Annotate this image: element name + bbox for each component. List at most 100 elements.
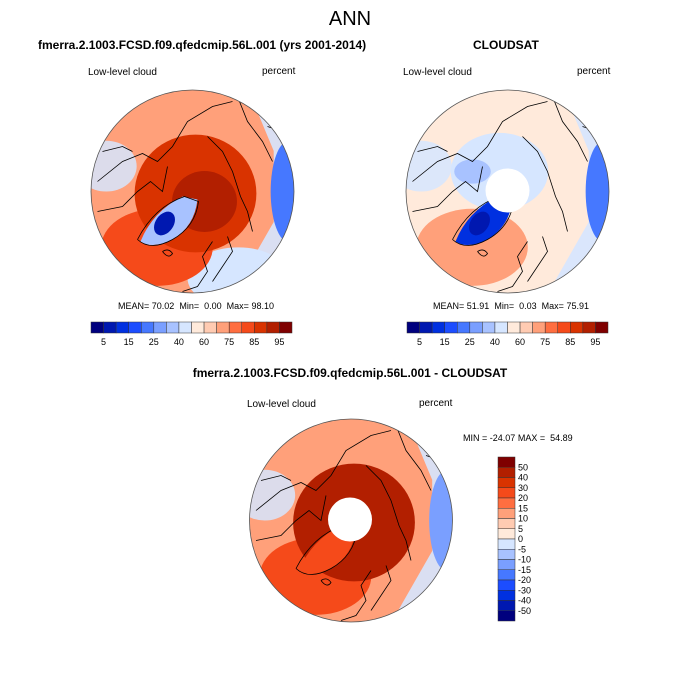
colorbar-tick-label: 10 (518, 514, 528, 524)
colorbar-tick-label: -50 (518, 606, 531, 616)
colorbar-box (153, 321, 167, 334)
max-value: 98.10 (251, 301, 274, 311)
colorbar-box (406, 321, 420, 334)
colorbar-tick-label: 15 (518, 503, 528, 513)
colorbar-tick-label: 40 (518, 473, 528, 483)
coastline-segment (552, 96, 588, 162)
canada-arctic-region (454, 159, 491, 184)
colorbar-box (419, 321, 433, 334)
colorbar-tick-label: 25 (149, 337, 159, 347)
colorbar-box (497, 569, 516, 581)
mean-value: 51.91 (466, 301, 490, 311)
panel-1-title: fmerra.2.1003.FCSD.f09.qfedcmip.56L.001 … (38, 38, 367, 52)
polar-map-3 (249, 418, 453, 623)
colorbar-tick-label: -5 (518, 544, 526, 554)
coastline-segment (237, 96, 273, 162)
colorbar-tick-label: -40 (518, 596, 531, 606)
max-label: Max= (541, 301, 564, 311)
mean-label: MEAN= (433, 301, 465, 311)
colorbar-tick-label: 85 (249, 337, 259, 347)
greenland-minimum (469, 211, 490, 236)
panel-2-variable-label: Low-level cloud (403, 67, 472, 78)
western-edge-region (91, 140, 137, 192)
colorbar-box (141, 321, 155, 334)
coastline-segment (395, 425, 432, 491)
coastlines (97, 96, 283, 292)
min-label: Min= (494, 301, 515, 311)
colorbar-tick-label: 75 (540, 337, 550, 347)
colorbar-tick-label: 85 (565, 337, 575, 347)
coastline-segment (417, 146, 448, 152)
colorbar-tick-label: 20 (518, 493, 528, 503)
colorbar-box (497, 528, 516, 540)
max-value: 54.89 (550, 433, 573, 443)
edge-minimum-region (585, 140, 609, 243)
colorbar-tick-label: 15 (124, 337, 134, 347)
colorbar-tick-label: -30 (518, 585, 531, 595)
mean-value: 70.02 (151, 301, 175, 311)
panel-1-variable-label: Low-level cloud (88, 67, 157, 78)
pole-hole-missing-data (485, 168, 530, 213)
colorbar-box (497, 508, 516, 519)
panel-3-stats: MIN = -24.07 MAX = 54.89 (463, 433, 573, 443)
panel-3-title: fmerra.2.1003.FCSD.f09.qfedcmip.56L.001 … (192, 366, 508, 380)
colorbar-tick-label: 15 (440, 337, 450, 347)
colorbar-box (507, 321, 521, 334)
colorbar-tick-label: 30 (518, 483, 528, 493)
western-edge-region (406, 140, 452, 192)
edge-minimum-region (429, 469, 453, 572)
coastlines (412, 96, 598, 292)
polar-map-1 (90, 89, 295, 294)
colorbar-box (254, 321, 268, 334)
coastline-segment (255, 430, 392, 511)
coastline-segment (365, 465, 412, 561)
max-value: 75.91 (566, 301, 589, 311)
coastline-segment (497, 241, 528, 292)
colorbar-box (128, 321, 142, 334)
coastline-segment (295, 525, 358, 575)
panel-1-units-label: percent (262, 66, 296, 77)
coastline-segment (340, 570, 372, 621)
edge-minimum-region (270, 140, 294, 243)
coastline-segment (102, 146, 133, 152)
colorbar-box (166, 321, 180, 334)
colorbar-tick-label: -15 (518, 565, 531, 575)
min-label: Min= (179, 301, 200, 311)
colorbar-box (203, 321, 217, 334)
colorbar-box (497, 579, 516, 591)
colorbar-box (191, 321, 205, 334)
colorbar-box (497, 600, 516, 611)
colorbar-box (279, 321, 293, 334)
min-value: -24.07 (489, 433, 516, 443)
colorbar-box (497, 467, 516, 478)
colorbar-box (519, 321, 533, 334)
colorbar-box (497, 559, 516, 570)
max-label: MAX = (517, 433, 546, 443)
colorbar-tick-label: 75 (224, 337, 234, 347)
colorbar-box (582, 321, 596, 334)
western-edge-region (249, 469, 296, 521)
panel-3-units-label: percent (419, 398, 453, 409)
colorbar-box (457, 321, 471, 334)
colorbar-tick-label: 95 (274, 337, 284, 347)
panel-1-stats: MEAN= 70.02 Min= 0.00 Max= 98.10 (118, 301, 274, 311)
colorbar-box (497, 538, 516, 550)
colorbar-box (497, 456, 516, 468)
colorbar-box (497, 610, 516, 622)
coastline-segment (97, 101, 233, 182)
colorbar-box (595, 321, 609, 334)
coastline-segment (182, 241, 213, 292)
main-title: ANN (328, 8, 372, 30)
colorbar-tick-label: 40 (490, 337, 500, 347)
panel-2-units-label: percent (577, 66, 611, 77)
colorbar-box (482, 321, 496, 334)
coastline-segment (522, 136, 568, 232)
colorbar-box (228, 321, 242, 334)
map-boundary (90, 89, 295, 294)
coastline-segment (320, 578, 332, 586)
colorbar-box (544, 321, 558, 334)
colorbar-tick-label: 5 (417, 337, 422, 347)
min-value: 0.03 (519, 301, 537, 311)
colorbar-box (494, 321, 508, 334)
colorbar-2: 5 15 25 40 60 75 85 95 (406, 321, 609, 347)
